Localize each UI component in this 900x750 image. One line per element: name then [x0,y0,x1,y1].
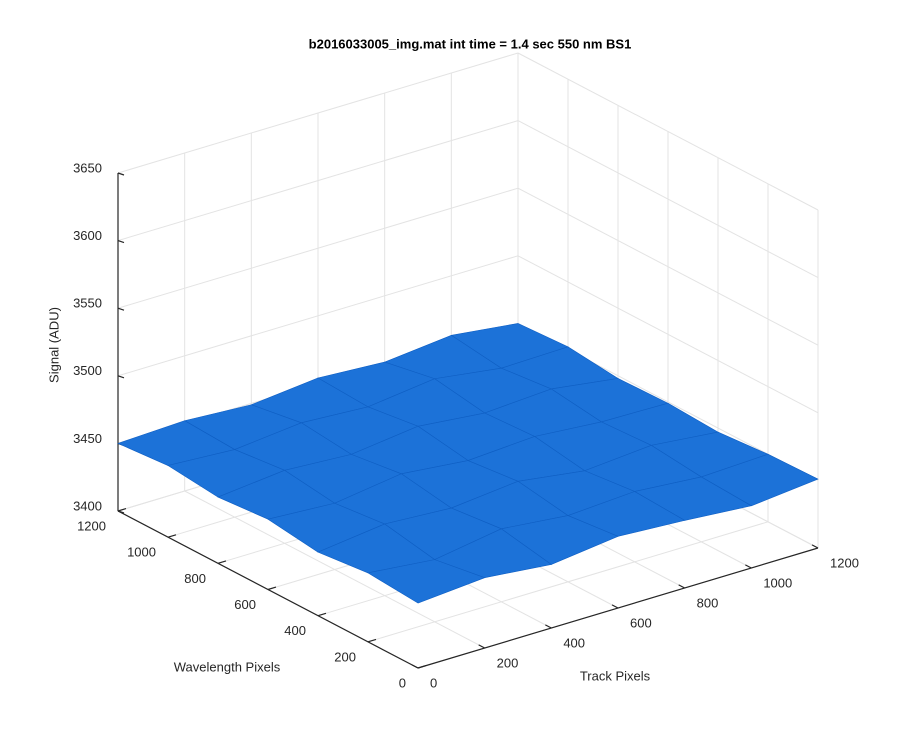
x-tick-label: 800 [697,595,719,610]
tick-mark [545,624,552,629]
tick-mark [117,508,127,512]
tick-mark [117,307,125,311]
grid-line [517,120,819,279]
tick-mark [745,564,752,569]
x-tick-label: 1000 [763,575,792,590]
y-axis-label: Wavelength Pixels [174,659,281,674]
x-tick-label: 0 [430,675,437,690]
y-tick-label: 200 [334,649,356,664]
tick-mark [811,544,819,549]
y-tick-label: 800 [184,571,206,586]
z-tick-label: 3400 [73,498,102,513]
tick-mark [367,638,377,643]
x-axis-label: Track Pixels [580,668,651,683]
tick-mark [317,612,327,617]
tick-mark [411,664,419,669]
z-axis-label: Signal (ADU) [46,307,61,383]
z-tick-label: 3600 [73,228,102,243]
z-tick-label: 3450 [73,431,102,446]
tick-mark [117,172,125,176]
tick-mark [167,534,177,538]
grid-line [117,187,519,309]
surface-cell [367,559,486,604]
grid-line [117,120,519,242]
tick-mark [678,584,685,589]
grid-line [117,255,519,377]
tick-mark [611,604,619,609]
x-tick-label: 1200 [830,555,859,570]
grid-line [517,187,819,346]
tick-mark [117,375,125,379]
z-tick-label: 3550 [73,296,102,311]
z-tick-label: 3500 [73,363,102,378]
grid-line [517,52,819,211]
x-tick-label: 400 [563,635,585,650]
y-tick-label: 1200 [77,518,106,533]
y-tick-label: 400 [284,623,306,638]
y-tick-label: 0 [399,675,406,690]
tick-mark [117,510,125,514]
tick-mark [217,560,227,564]
tick-mark [417,665,427,669]
tick-mark [117,240,125,244]
x-tick-label: 600 [630,615,652,630]
grid-line [367,521,769,643]
chart-title: b2016033005_img.mat int time = 1.4 sec 5… [309,36,632,51]
z-tick-label: 3650 [73,160,102,175]
tick-mark [478,644,485,649]
grid-line [517,255,819,414]
x-tick-label: 200 [497,655,519,670]
y-tick-label: 1000 [127,545,156,560]
grid-line [117,52,519,174]
tick-mark [267,586,277,591]
y-tick-label: 600 [234,597,256,612]
